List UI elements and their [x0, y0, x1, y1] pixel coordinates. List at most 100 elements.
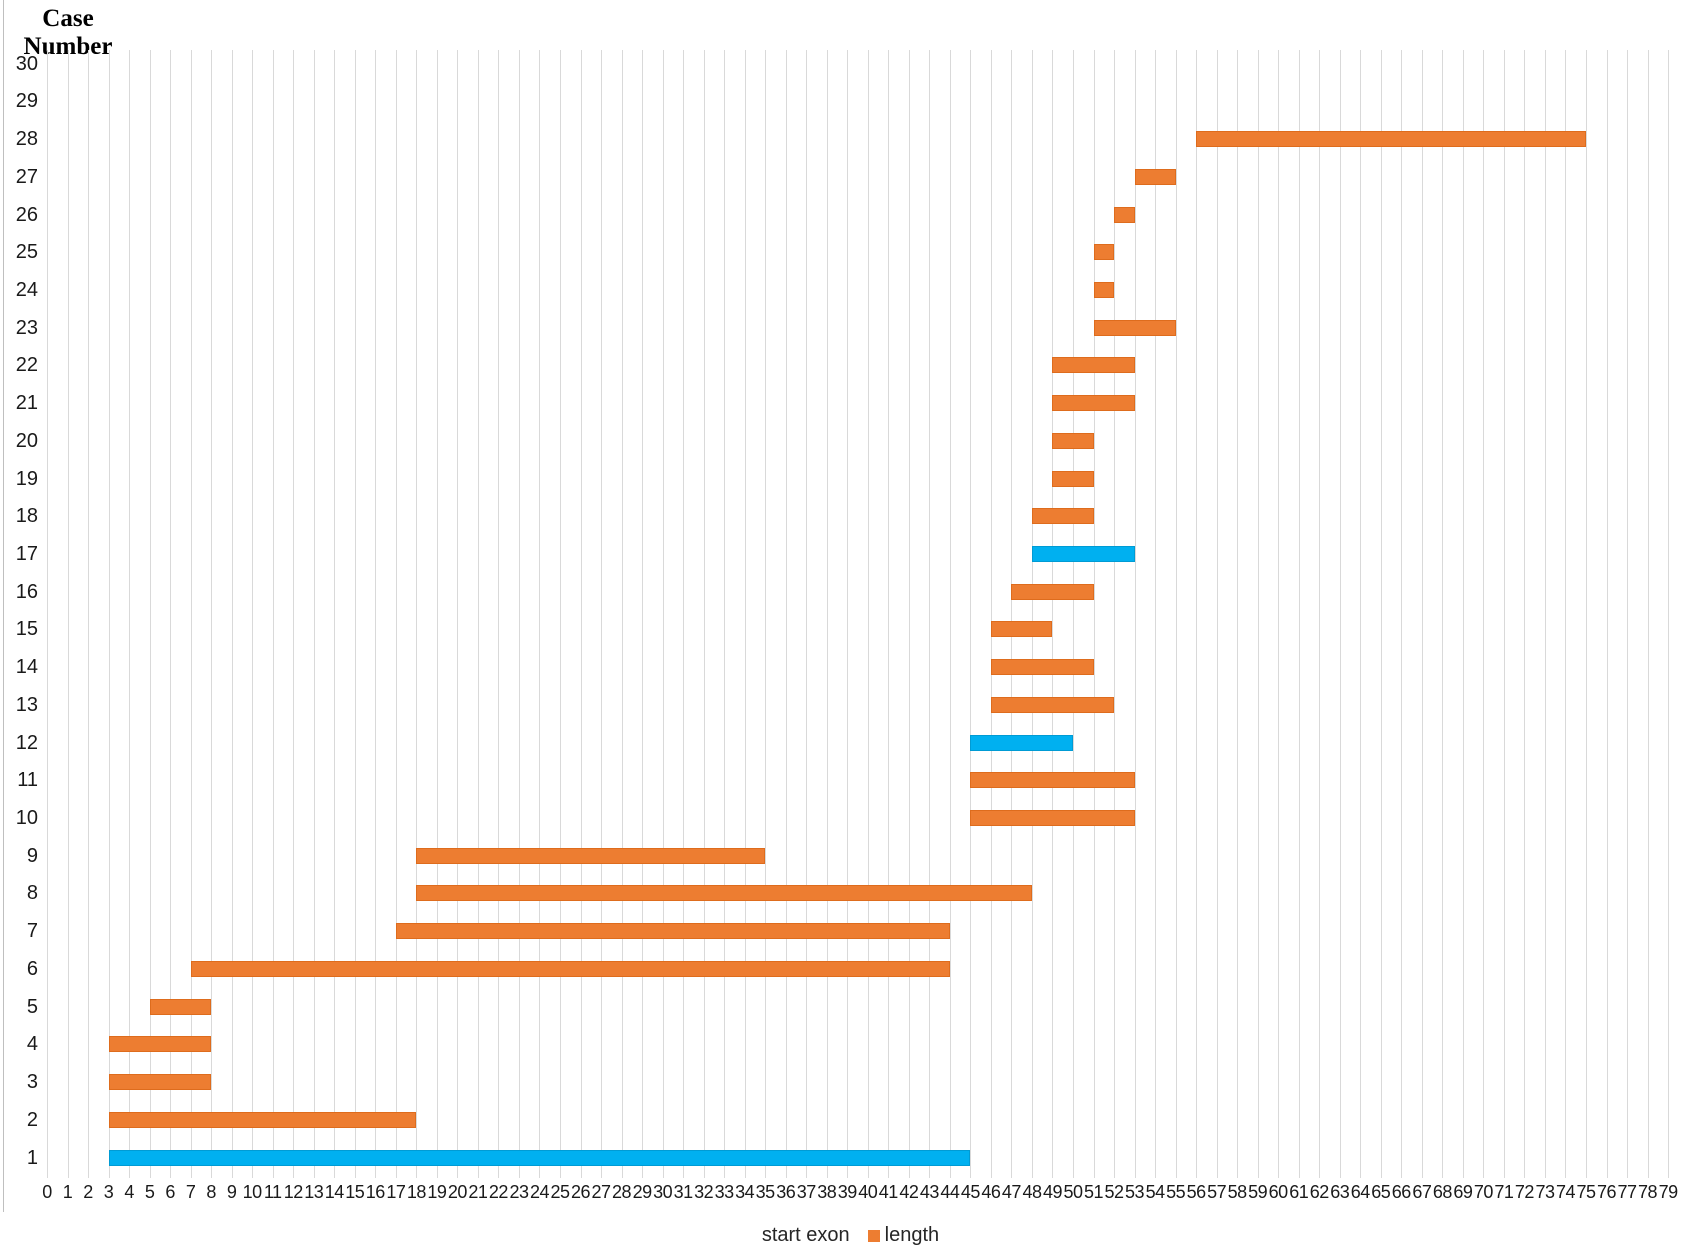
x-tick-label-71: 71 — [1494, 1182, 1514, 1202]
x-tick-label-48: 48 — [1022, 1182, 1042, 1202]
x-tick-label-32: 32 — [694, 1182, 714, 1202]
x-tick-label-16: 16 — [365, 1182, 386, 1202]
v-gridline-39 — [847, 50, 849, 1178]
v-gridline-27 — [601, 50, 603, 1178]
v-gridline-11 — [272, 50, 274, 1178]
y-tick-label-30: 30 — [15, 52, 38, 75]
y-tick-label-5: 5 — [26, 995, 38, 1018]
x-tick-label-68: 68 — [1432, 1182, 1453, 1202]
x-tick-label-36: 36 — [776, 1182, 796, 1202]
v-gridline-56 — [1196, 50, 1198, 1178]
v-gridline-44 — [949, 50, 951, 1178]
v-gridline-2 — [88, 50, 90, 1178]
v-gridline-34 — [744, 50, 746, 1178]
x-tick-label-66: 66 — [1391, 1182, 1412, 1202]
x-tick-label-40: 40 — [858, 1182, 878, 1202]
legend: start exon length — [0, 1224, 1701, 1247]
v-gridline-55 — [1175, 50, 1177, 1178]
x-tick-label-34: 34 — [735, 1182, 755, 1202]
x-tick-label-41: 41 — [878, 1182, 899, 1202]
x-tick-label-75: 75 — [1576, 1182, 1596, 1202]
x-tick-label-29: 29 — [632, 1182, 653, 1202]
v-gridline-59 — [1257, 50, 1259, 1178]
x-tick-label-55: 55 — [1166, 1182, 1186, 1202]
x-tick-label-51: 51 — [1084, 1182, 1104, 1202]
x-tick-label-74: 74 — [1555, 1182, 1576, 1202]
y-tick-label-4: 4 — [26, 1033, 38, 1056]
x-tick-label-20: 20 — [447, 1182, 468, 1202]
v-gridline-71 — [1503, 50, 1505, 1178]
y-tick-label-27: 27 — [15, 165, 38, 188]
bar-case-9 — [416, 847, 766, 864]
v-gridline-70 — [1483, 50, 1485, 1178]
x-tick-label-49: 49 — [1042, 1182, 1063, 1202]
y-tick-label-26: 26 — [15, 203, 38, 226]
v-gridline-29 — [642, 50, 644, 1178]
bar-case-22 — [1052, 357, 1135, 374]
x-tick-label-10: 10 — [242, 1182, 263, 1202]
y-tick-label-3: 3 — [26, 1071, 38, 1094]
v-gridline-45 — [970, 50, 972, 1178]
v-gridline-12 — [293, 50, 295, 1178]
y-tick-label-6: 6 — [26, 957, 38, 980]
y-tick-label-14: 14 — [15, 656, 38, 679]
v-gridline-16 — [375, 50, 377, 1178]
x-tick-label-72: 72 — [1514, 1182, 1535, 1202]
bar-case-12 — [970, 734, 1073, 751]
bar-case-15 — [990, 621, 1053, 638]
v-gridline-3 — [108, 50, 110, 1178]
bar-case-27 — [1134, 168, 1176, 185]
v-gridline-36 — [785, 50, 787, 1178]
v-gridline-18 — [416, 50, 418, 1178]
v-gridline-35 — [765, 50, 767, 1178]
v-gridline-31 — [683, 50, 685, 1178]
v-gridline-66 — [1401, 50, 1403, 1178]
x-tick-label-65: 65 — [1371, 1182, 1391, 1202]
v-gridline-68 — [1442, 50, 1444, 1178]
x-tick-label-58: 58 — [1227, 1182, 1248, 1202]
bar-case-24 — [1093, 281, 1115, 298]
y-tick-label-8: 8 — [26, 882, 38, 905]
bar-case-14 — [990, 659, 1094, 676]
v-gridline-47 — [1011, 50, 1013, 1178]
y-tick-label-15: 15 — [15, 618, 38, 641]
x-tick-label-45: 45 — [960, 1182, 981, 1202]
x-tick-label-39: 39 — [837, 1182, 858, 1202]
v-gridline-25 — [560, 50, 561, 1178]
y-tick-label-17: 17 — [15, 542, 38, 565]
bar-case-20 — [1052, 432, 1094, 449]
v-gridline-61 — [1298, 50, 1300, 1178]
x-tick-label-38: 38 — [817, 1182, 837, 1202]
v-gridline-33 — [724, 50, 726, 1178]
v-gridline-76 — [1606, 50, 1608, 1178]
x-tick-label-77: 77 — [1617, 1182, 1638, 1202]
x-tick-label-60: 60 — [1268, 1182, 1289, 1202]
x-tick-label-13: 13 — [304, 1182, 324, 1202]
bar-case-10 — [970, 810, 1135, 827]
bar-case-28 — [1196, 131, 1586, 148]
x-tick-label-62: 62 — [1309, 1182, 1330, 1202]
bar-case-2 — [108, 1111, 417, 1128]
x-tick-label-70: 70 — [1473, 1182, 1494, 1202]
x-tick-label-33: 33 — [714, 1182, 735, 1202]
x-tick-label-47: 47 — [1001, 1182, 1022, 1202]
x-tick-label-79: 79 — [1658, 1182, 1679, 1202]
x-tick-label-9: 9 — [226, 1182, 237, 1202]
y-tick-label-16: 16 — [15, 580, 38, 603]
y-tick-label-23: 23 — [15, 316, 38, 339]
x-tick-label-8: 8 — [206, 1182, 216, 1202]
bar-case-7 — [395, 923, 950, 940]
bar-case-5 — [149, 998, 212, 1015]
x-tick-label-59: 59 — [1248, 1182, 1268, 1202]
x-tick-label-56: 56 — [1186, 1182, 1207, 1202]
x-tick-label-61: 61 — [1289, 1182, 1309, 1202]
y-tick-label-29: 29 — [15, 90, 38, 113]
x-tick-label-44: 44 — [940, 1182, 960, 1202]
y-tick-label-28: 28 — [15, 128, 38, 151]
y-tick-label-21: 21 — [15, 392, 38, 415]
y-tick-label-7: 7 — [26, 920, 38, 943]
v-gridline-30 — [662, 50, 664, 1178]
v-gridline-42 — [908, 50, 910, 1178]
